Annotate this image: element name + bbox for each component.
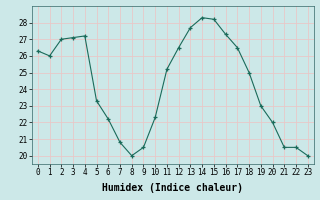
X-axis label: Humidex (Indice chaleur): Humidex (Indice chaleur) bbox=[102, 183, 243, 193]
